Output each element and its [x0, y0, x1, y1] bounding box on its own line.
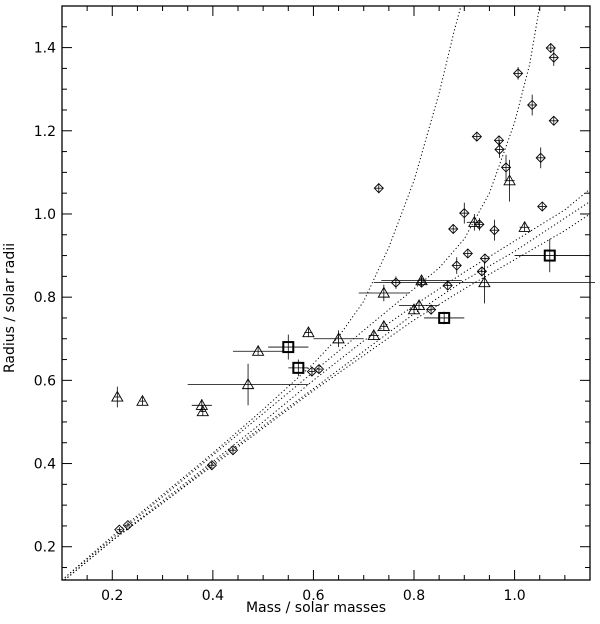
square-point [543, 249, 556, 262]
diamond-point [462, 248, 473, 259]
triangle-point [251, 344, 265, 356]
plot-frame [61, 5, 591, 581]
diamond-point [122, 519, 134, 531]
x-axis-label: Mass / solar masses [246, 600, 386, 616]
diamond-point [313, 363, 325, 375]
model-curve-2 [62, 6, 541, 580]
triangle-point [377, 319, 391, 331]
diamond-point [471, 131, 482, 142]
triangle-point [503, 174, 516, 186]
x-tick-label: 1.0 [503, 588, 525, 604]
triangle-point [111, 390, 124, 402]
diamond-point [548, 115, 559, 126]
diamond-point [500, 162, 512, 173]
diamond-point [494, 144, 505, 155]
diamond-point [476, 266, 488, 277]
triangle-point [377, 286, 391, 298]
model-curves [62, 6, 590, 580]
square-point [438, 311, 451, 324]
diamond-point [425, 304, 437, 315]
model-curve-5 [63, 213, 590, 580]
y-tick-label: 1.2 [34, 124, 56, 140]
triangle-point [241, 378, 255, 390]
y-tick-label: 0.8 [34, 290, 56, 306]
error-bars [114, 43, 596, 533]
diamond-point [548, 52, 559, 63]
diamond-point [545, 42, 556, 54]
axis-ticks: 0.2 0.4 0.6 0.8 1.0 0.2 0.4 0.6 0.8 1.0 1.2 1.4 [34, 6, 590, 604]
y-axis-label: Radius / solar radii [2, 243, 18, 373]
diamond-point [442, 280, 453, 291]
x-tick-label: 0.2 [101, 588, 123, 604]
triangle-point [415, 274, 428, 286]
x-tick-label: 0.4 [202, 588, 224, 604]
y-tick-label: 1.4 [34, 41, 56, 57]
diamond-point [459, 208, 470, 219]
diamond-point [474, 219, 485, 230]
diamond-point [489, 225, 500, 236]
y-tick-label: 1.0 [34, 207, 56, 223]
triangle-point [195, 398, 209, 410]
square-point [292, 361, 305, 374]
triangle-point [412, 299, 426, 311]
diamond-point [114, 524, 125, 535]
model-curve-4 [63, 201, 590, 580]
triangle-point [468, 215, 481, 227]
diamond-point [451, 260, 462, 271]
triangle-point [332, 332, 345, 344]
model-curve-1 [62, 6, 462, 580]
y-tick-label: 0.2 [34, 540, 56, 556]
y-tick-label: 0.4 [34, 457, 56, 473]
triangle-point [478, 276, 491, 288]
diamond-point [527, 99, 538, 111]
x-tick-label: 0.6 [302, 588, 324, 604]
x-tick-label: 0.8 [403, 588, 425, 604]
triangle-point [367, 329, 381, 341]
diamond-point [227, 445, 239, 456]
triangle-point [302, 326, 315, 338]
diamond-point [390, 277, 402, 288]
diamond-point [493, 135, 505, 146]
triangle-point [518, 220, 531, 232]
diamond-point [512, 68, 524, 79]
y-tick-label: 0.6 [34, 373, 56, 389]
diamond-point [537, 201, 548, 212]
data-markers [111, 42, 559, 535]
diamond-point [448, 223, 459, 235]
diamond-point [373, 183, 384, 194]
diamond-point [479, 253, 491, 264]
triangle-point [196, 405, 210, 417]
square-point [282, 341, 295, 354]
triangle-point [407, 303, 421, 315]
diamond-point [535, 152, 546, 163]
diamond-point [206, 460, 217, 471]
model-curve-3 [63, 188, 590, 580]
triangle-point [136, 394, 149, 406]
